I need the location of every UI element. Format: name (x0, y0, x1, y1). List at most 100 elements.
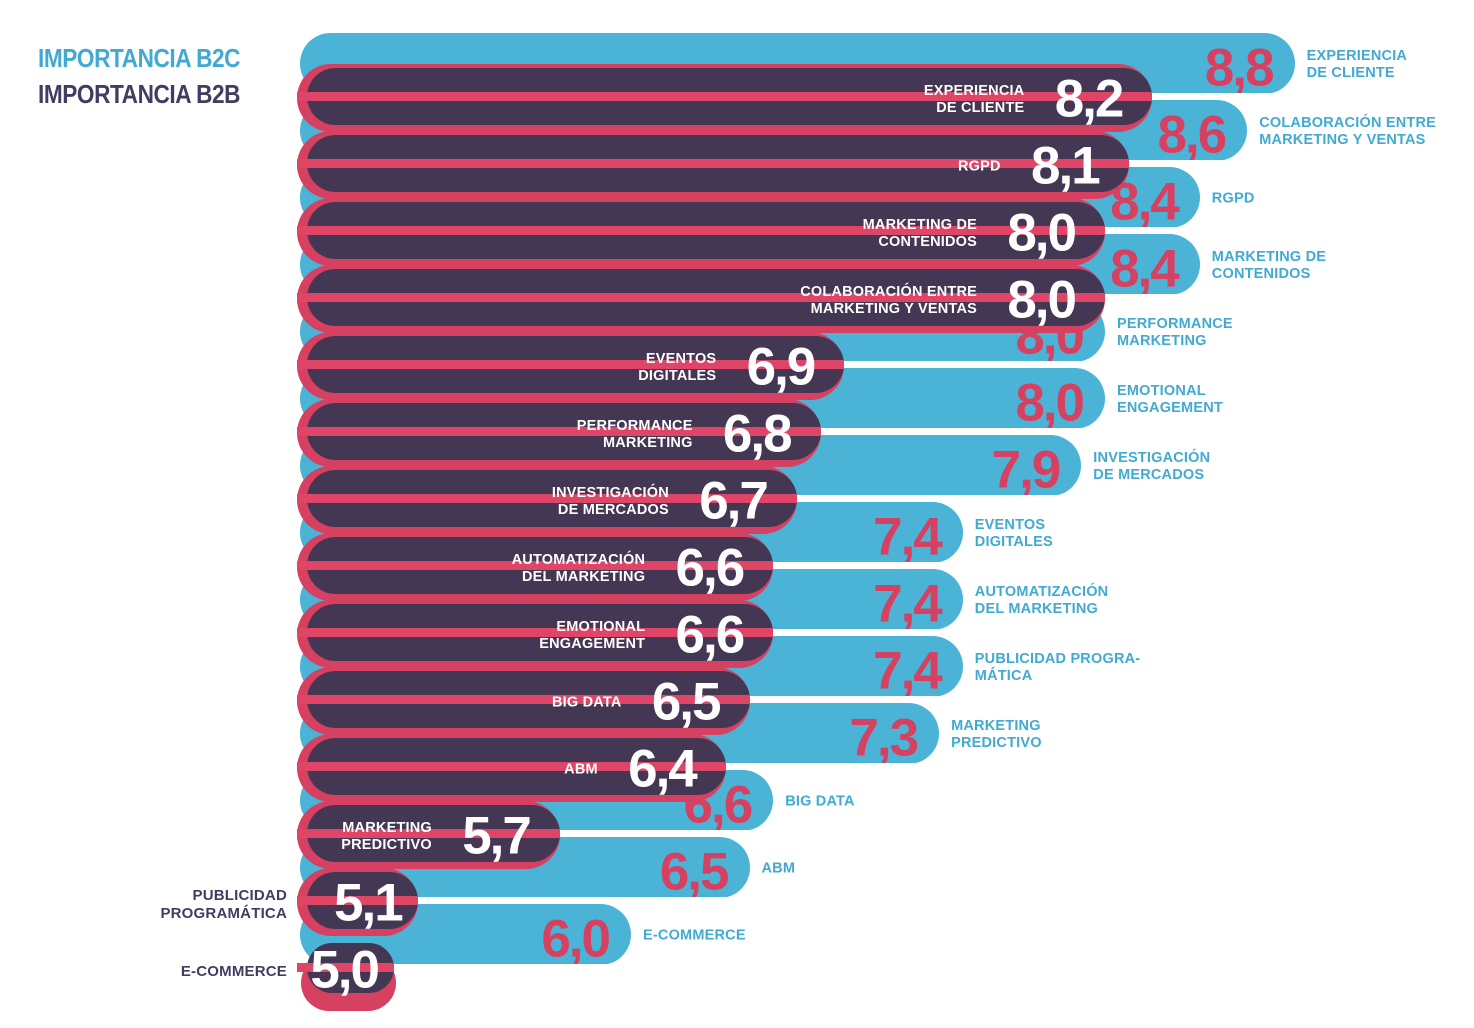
b2b-label-automatizacion-del-marketing: AUTOMATIZACIÓN DEL MARKETING (512, 552, 646, 586)
b2b-bar-e-commerce: E-COMMERCE 5,0 (181, 940, 396, 1011)
guide-line-rgpd (1128, 160, 1462, 167)
b2c-label-line: EXPERIENCIA (1306, 48, 1408, 64)
b2c-label-emotional-engagement: EMOTIONAL ENGAGEMENT (1117, 383, 1223, 417)
b2c-value-automatizacion-del-marketing: 7,4 (873, 574, 943, 634)
b2c-value-investigacion-de-mercados: 7,9 (991, 440, 1062, 500)
b2b-bar-publicidad-programatica: PUBLICIDAD PROGRAMÁTICA 5,1 (160, 868, 418, 936)
b2b-label-line: MARKETING (342, 819, 432, 836)
b2c-label-marketing-predictivo: MARKETING PREDICTIVO (951, 718, 1042, 752)
b2b-label-rgpd: RGPD (958, 158, 1001, 175)
guide-line-colaboracion-entre-marketing-y-ventas (1105, 294, 1462, 301)
b2c-label-line: DE MERCADOS (1093, 467, 1205, 483)
b2c-label-investigacion-de-mercados: INVESTIGACIÓN DE MERCADOS (1093, 450, 1210, 484)
b2c-label-automatizacion-del-marketing: AUTOMATIZACIÓN DEL MARKETING (975, 584, 1109, 618)
b2b-value-publicidad-programatica: 5,1 (334, 873, 404, 932)
b2c-label-experiencia-de-cliente: EXPERIENCIA DE CLIENTE (1307, 48, 1408, 82)
guide-line-experiencia-de-cliente (1152, 93, 1462, 100)
b2c-label-line: DIGITALES (974, 534, 1053, 550)
b2b-value-experiencia-de-cliente: 8,2 (1054, 69, 1125, 128)
b2b-label-line: INVESTIGACIÓN (551, 484, 669, 501)
b2c-value-marketing-de-contenidos: 8,4 (1110, 239, 1180, 299)
b2c-label-line: CONTENIDOS (1211, 266, 1311, 282)
b2b-label-line: DIGITALES (638, 367, 717, 384)
b2b-label-colaboracion-entre-marketing-y-ventas: COLABORACIÓN ENTRE MARKETING Y VENTAS (800, 284, 977, 318)
b2c-label-line: MÁTICA (974, 668, 1033, 684)
b2b-bar-experiencia-de-cliente: EXPERIENCIA DE CLIENTE 8,2 (297, 64, 1153, 132)
legend-item-b2c: IMPORTANCIA B2C (38, 43, 241, 73)
b2c-value-colaboracion-entre-marketing-y-ventas: 8,6 (1157, 105, 1228, 165)
red-center-stripe (297, 427, 821, 436)
guide-line-eventos-digitales (844, 361, 1462, 368)
b2b-value-e-commerce: 5,0 (310, 940, 380, 999)
b2c-label-line: MARKETING (1117, 333, 1207, 349)
red-center-stripe (297, 561, 774, 570)
b2c-label-line: RGPD (1211, 190, 1255, 207)
b2c-value-eventos-digitales: 7,4 (873, 507, 943, 567)
b2b-label-line: DE CLIENTE (936, 99, 1025, 116)
b2b-value-abm: 6,4 (628, 739, 698, 798)
red-center-stripe (297, 762, 726, 771)
b2b-bar-emotional-engagement: EMOTIONAL ENGAGEMENT 6,6 (297, 600, 774, 668)
b2b-value-performance-marketing: 6,8 (722, 404, 793, 463)
b2b-label-line: COLABORACIÓN ENTRE (800, 283, 977, 300)
b2b-label-line: MARKETING (602, 434, 693, 451)
b2b-label-line: PUBLICIDAD (192, 886, 287, 904)
b2c-value-marketing-predictivo: 7,3 (849, 708, 919, 768)
b2c-label-big-data: BIG DATA (785, 794, 855, 811)
b2c-value-e-commerce: 6,0 (541, 909, 611, 969)
guide-line-publicidad-programatica (417, 897, 1462, 904)
b2c-label-line: MARKETING Y VENTAS (1259, 132, 1426, 148)
b2b-label-line: MARKETING Y VENTAS (810, 300, 977, 317)
guide-line-big-data (749, 696, 1462, 703)
guide-line-marketing-de-contenidos (1105, 227, 1462, 234)
b2b-value-automatizacion-del-marketing: 6,6 (675, 538, 746, 597)
b2c-label-line: ABM (761, 860, 796, 877)
b2c-label-e-commerce: E-COMMERCE (643, 928, 746, 945)
b2b-bar-investigacion-de-mercados: INVESTIGACIÓN DE MERCADOS 6,7 (297, 466, 797, 534)
b2b-bar-big-data: BIG DATA 6,5 (297, 667, 750, 735)
b2b-label-line: ABM (564, 761, 598, 777)
guide-line-automatizacion-del-marketing (773, 562, 1462, 569)
red-center-stripe (297, 159, 1129, 168)
b2b-label-abm: ABM (564, 761, 598, 778)
red-center-stripe (297, 829, 560, 838)
red-center-stripe (297, 628, 774, 637)
b2b-label-line: PROGRAMÁTICA (160, 904, 287, 922)
red-center-stripe (297, 360, 845, 369)
b2b-value-rgpd: 8,1 (1031, 136, 1101, 195)
b2b-label-line: PREDICTIVO (341, 836, 432, 853)
b2c-label-line: BIG DATA (785, 793, 855, 810)
b2b-bar-marketing-de-contenidos: MARKETING DE CONTENIDOS 8,0 (297, 198, 1105, 266)
b2b-label-line: DE MERCADOS (557, 501, 669, 518)
b2c-label-line: DEL MARKETING (974, 601, 1098, 617)
b2c-value-emotional-engagement: 8,0 (1015, 373, 1085, 433)
b2b-label-line: EXPERIENCIA (923, 82, 1025, 99)
b2c-label-line: ENGAGEMENT (1117, 400, 1223, 416)
b2c-label-line: MARKETING (951, 718, 1041, 734)
b2c-label-line: E-COMMERCE (643, 927, 746, 944)
b2b-label-line: EMOTIONAL (556, 618, 646, 635)
b2b-bar-marketing-predictivo: MARKETING PREDICTIVO 5,7 (297, 801, 560, 869)
b2b-value-emotional-engagement: 6,6 (675, 605, 746, 664)
guide-line-investigacion-de-mercados (796, 495, 1462, 502)
b2b-label-line: ENGAGEMENT (539, 635, 646, 652)
guide-line-abm (725, 763, 1462, 770)
b2b-label-line: AUTOMATIZACIÓN (511, 551, 646, 568)
b2b-bar-automatizacion-del-marketing: AUTOMATIZACIÓN DEL MARKETING 6,6 (297, 533, 774, 601)
b2c-label-abm: ABM (762, 861, 796, 878)
b2b-value-marketing-predictivo: 5,7 (462, 806, 532, 865)
b2b-label-line: EVENTOS (645, 350, 717, 367)
red-center-stripe (297, 695, 750, 704)
b2b-label-marketing-predictivo: MARKETING PREDICTIVO (341, 820, 432, 854)
b2b-label-big-data: BIG DATA (552, 694, 622, 711)
b2c-label-publicidad-programatica: PUBLICIDAD PROGRA- MÁTICA (975, 651, 1141, 685)
b2b-label-line: CONTENIDOS (878, 233, 977, 250)
red-center-stripe (297, 92, 1153, 101)
b2b-label-e-commerce: E-COMMERCE (181, 963, 287, 981)
b2b-bar-rgpd: RGPD 8,1 (297, 131, 1129, 199)
b2b-label-emotional-engagement: EMOTIONAL ENGAGEMENT (539, 619, 645, 653)
b2b-value-colaboracion-entre-marketing-y-ventas: 8,0 (1007, 270, 1077, 329)
legend-item-b2b: IMPORTANCIA B2B (38, 79, 241, 109)
b2b-bar-eventos-digitales: EVENTOS DIGITALES 6,9 (297, 332, 845, 400)
